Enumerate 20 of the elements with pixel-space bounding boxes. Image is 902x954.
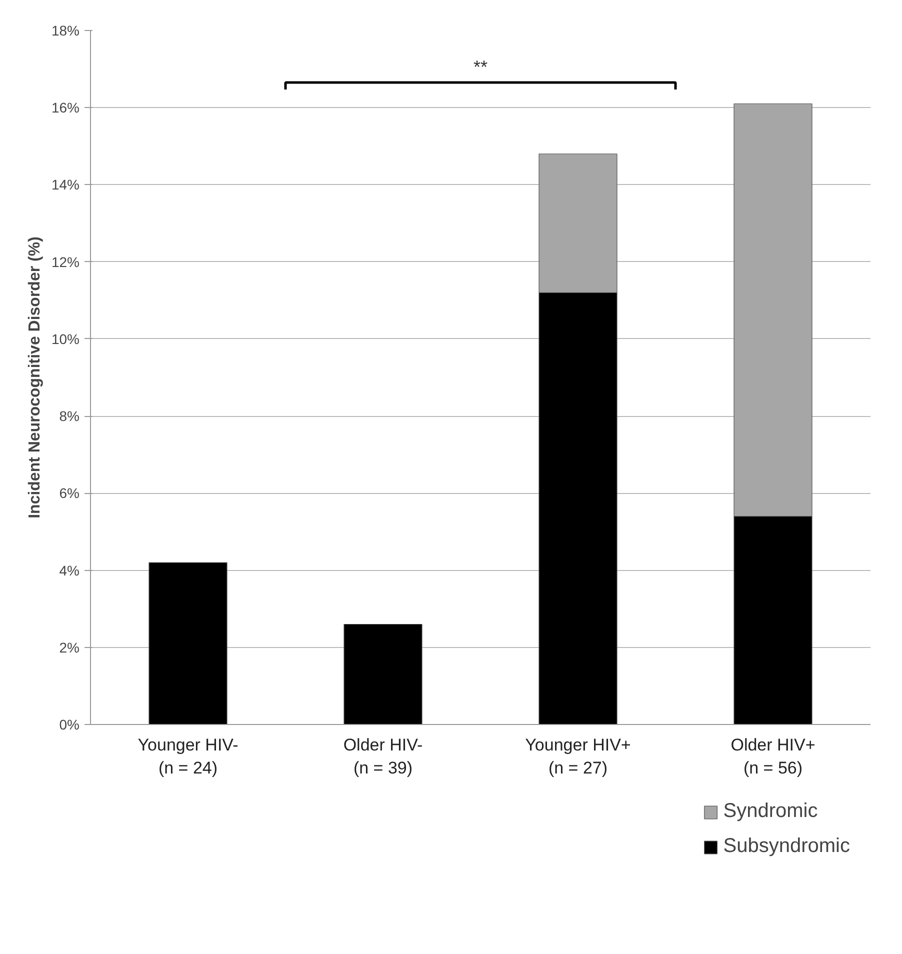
y-tick-label: 16% xyxy=(51,100,80,116)
bar xyxy=(344,624,422,724)
x-tick-label: Younger HIV- (n = 24) xyxy=(138,736,238,778)
annotation: ** xyxy=(473,57,488,77)
y-tick-label: 12% xyxy=(51,254,80,270)
legend-label: Subsyndromic xyxy=(723,835,850,858)
y-axis-title: Incident Neurocognitive Disorder (%) xyxy=(26,236,44,518)
y-tick-label: 18% xyxy=(51,22,80,38)
bar xyxy=(148,562,228,724)
y-tick-label: 14% xyxy=(51,176,80,193)
y-tick-label: 4% xyxy=(59,562,80,578)
y-tick-label: 8% xyxy=(59,408,80,424)
y-tick-label: 10% xyxy=(51,330,80,347)
x-tick-label: Older HIV+ (n = 56) xyxy=(730,736,816,778)
y-tick-label: 2% xyxy=(59,639,80,656)
x-tick-label: Younger HIV+ (n = 27) xyxy=(525,736,631,778)
y-tick-label: 6% xyxy=(59,485,80,502)
y-tick-label: 0% xyxy=(59,716,80,732)
x-tick-label: Older HIV- (n = 39) xyxy=(343,736,423,778)
legend-label: Syndromic xyxy=(723,800,818,823)
